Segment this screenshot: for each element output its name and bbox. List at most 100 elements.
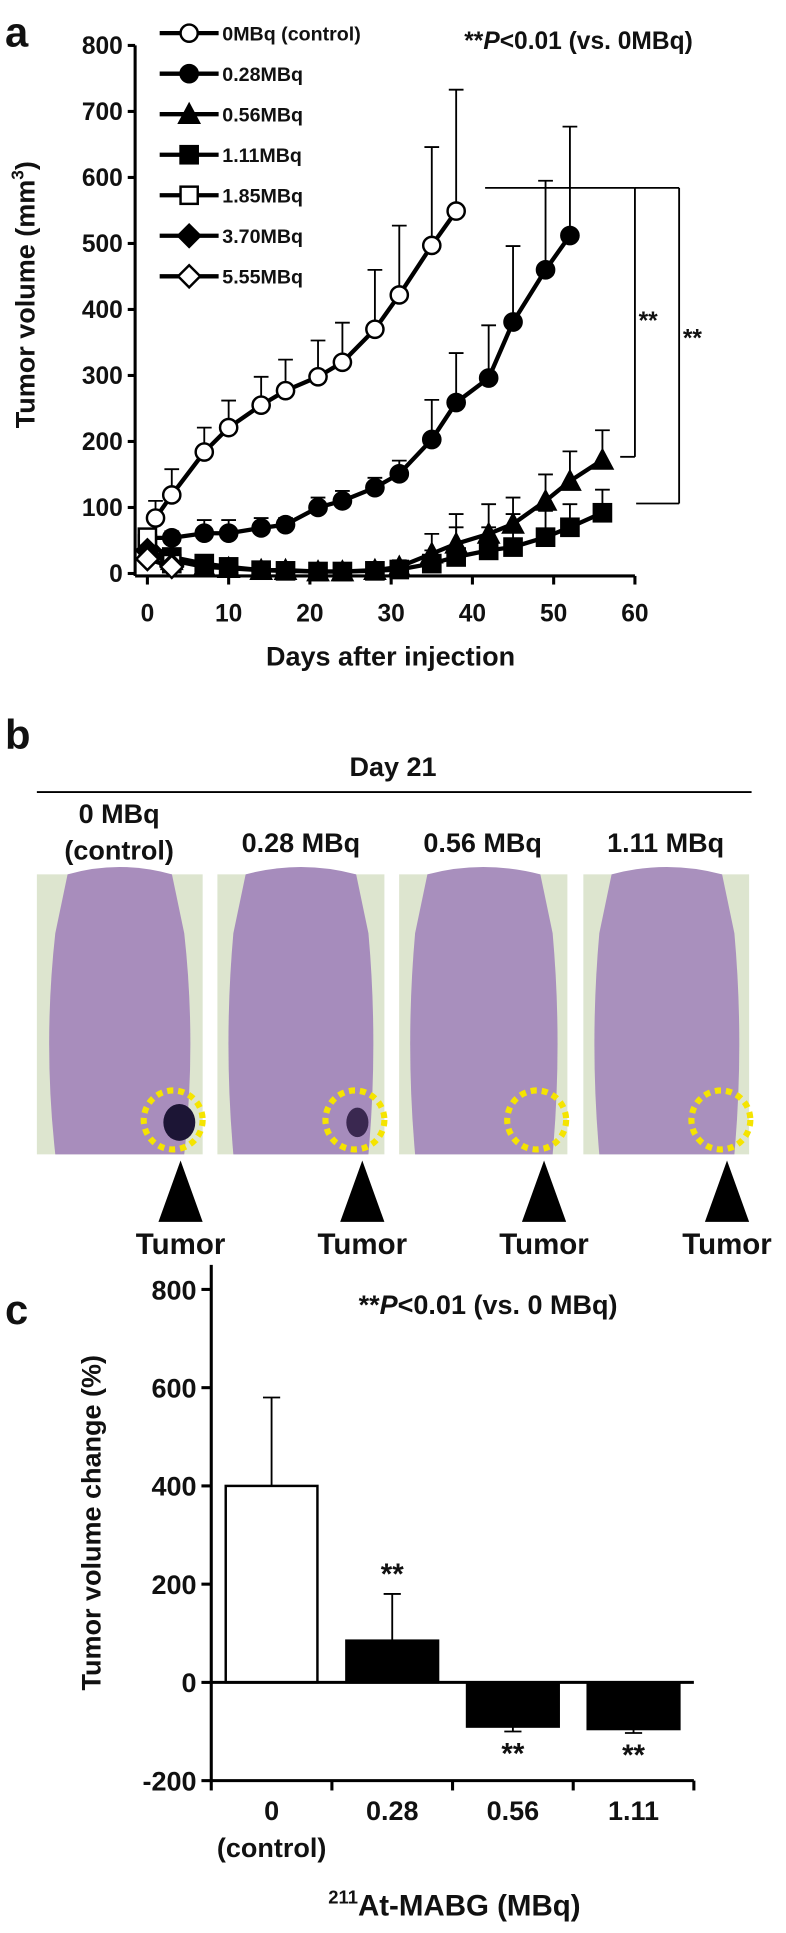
y-tick-label: -200 <box>142 1766 196 1796</box>
marker <box>179 185 199 206</box>
error-bar <box>391 224 407 295</box>
marker <box>308 561 328 582</box>
y-tick-label: 200 <box>82 429 123 456</box>
annotation: **P<0.01 (vs. 0 MBq) <box>359 1290 618 1320</box>
legend-label: 0.28MBq <box>222 64 303 86</box>
x-axis-title-part: At-MABG (MBq) <box>358 1890 581 1923</box>
legend-label: 0MBq (control) <box>222 24 360 46</box>
y-tick-label: 700 <box>82 99 123 126</box>
marker <box>251 518 271 538</box>
x-tick-label: 0 <box>264 1796 279 1826</box>
marker <box>134 546 161 572</box>
marker <box>194 553 215 574</box>
legend-label: 1.85MBq <box>222 186 303 208</box>
bar <box>224 1484 319 1684</box>
marker <box>365 561 385 581</box>
x-tick-label: 0.56 <box>487 1796 540 1826</box>
series-line <box>153 209 458 520</box>
marker <box>251 395 271 415</box>
marker <box>161 528 182 548</box>
error-bar <box>505 245 521 323</box>
tumor-label: Tumor <box>499 1228 589 1261</box>
y-axis-title-part: ) <box>10 161 40 170</box>
annotation-part: <0.01 (vs. 0MBq) <box>500 28 693 55</box>
y-axis-title-part: 3 <box>7 170 27 180</box>
marker <box>535 260 556 280</box>
marker <box>251 560 271 581</box>
y-tick-label: 400 <box>82 297 123 324</box>
marker <box>176 263 202 290</box>
error-bar <box>562 125 578 236</box>
x-tick-label: 0 <box>141 600 155 627</box>
marker <box>194 523 215 544</box>
error-bar <box>504 1726 522 1733</box>
error-bar <box>424 146 440 246</box>
legend-label: 0.56MBq <box>222 105 303 127</box>
marker <box>275 561 296 581</box>
x-tick-label: 30 <box>378 600 405 627</box>
marker <box>177 101 202 125</box>
y-tick-label: 300 <box>82 363 123 390</box>
x-tick-label: 40 <box>459 600 486 627</box>
marker <box>421 429 442 450</box>
marker <box>389 559 410 580</box>
column-label: 0.28 MBq <box>242 828 361 858</box>
y-tick-label: 600 <box>82 165 123 192</box>
x-tick-label: 20 <box>296 600 323 627</box>
panel-label: c <box>5 1286 28 1333</box>
legend-label: 3.70MBq <box>222 226 303 248</box>
marker <box>535 527 556 548</box>
legend-label: 5.55MBq <box>222 267 303 289</box>
bar <box>345 1639 440 1684</box>
y-tick-label: 800 <box>82 33 123 60</box>
annotation-part: P <box>483 28 500 55</box>
marker <box>218 417 239 438</box>
panel-label: b <box>5 711 31 758</box>
error-bar <box>448 88 464 212</box>
bar <box>586 1681 681 1731</box>
error-bar <box>367 268 383 330</box>
marker <box>421 235 442 256</box>
x-tick-label: 60 <box>621 600 648 627</box>
error-bar <box>262 1396 281 1486</box>
marker <box>332 352 353 373</box>
y-axis-title-part: Tumor volume (mm <box>10 180 40 429</box>
x-tick-label: 50 <box>540 600 567 627</box>
marker <box>365 477 385 498</box>
x-axis-title: 211At-MABG (MBq) <box>328 1886 580 1922</box>
y-tick-label: 800 <box>151 1275 196 1305</box>
marker <box>308 497 328 518</box>
photo <box>217 866 388 1155</box>
error-bar <box>383 1593 401 1641</box>
panel-label: a <box>5 9 29 56</box>
column-label: 1.11 MBq <box>607 828 724 858</box>
marker <box>389 463 410 484</box>
legend-label: 1.11MBq <box>222 145 302 167</box>
marker <box>446 392 466 413</box>
marker <box>161 485 182 505</box>
photo <box>583 866 754 1155</box>
annotation-part: <0.01 (vs. 0 MBq) <box>398 1290 618 1320</box>
marker <box>275 380 296 401</box>
photo <box>399 866 570 1155</box>
annotation-part: ** <box>359 1290 381 1320</box>
column-label: 0.56 MBq <box>423 828 542 858</box>
y-tick-label: 600 <box>151 1373 196 1403</box>
y-tick-label: 100 <box>82 495 123 522</box>
marker <box>533 488 558 511</box>
x-axis-title-part: 211 <box>328 1886 358 1907</box>
marker <box>478 540 499 561</box>
annotation: **P<0.01 (vs. 0MBq) <box>464 28 693 55</box>
marker <box>194 442 215 462</box>
y-tick-label: 0 <box>181 1668 196 1698</box>
x-tick-label: 10 <box>215 600 242 627</box>
y-tick-label: 400 <box>151 1472 196 1502</box>
annotation-part: P <box>380 1290 399 1320</box>
error-bar <box>624 1729 643 1734</box>
x-tick-label: 0.28 <box>366 1796 419 1826</box>
photo <box>36 866 206 1155</box>
significance: ** <box>381 1558 404 1591</box>
y-tick-label: 500 <box>82 231 123 258</box>
marker <box>503 312 523 332</box>
